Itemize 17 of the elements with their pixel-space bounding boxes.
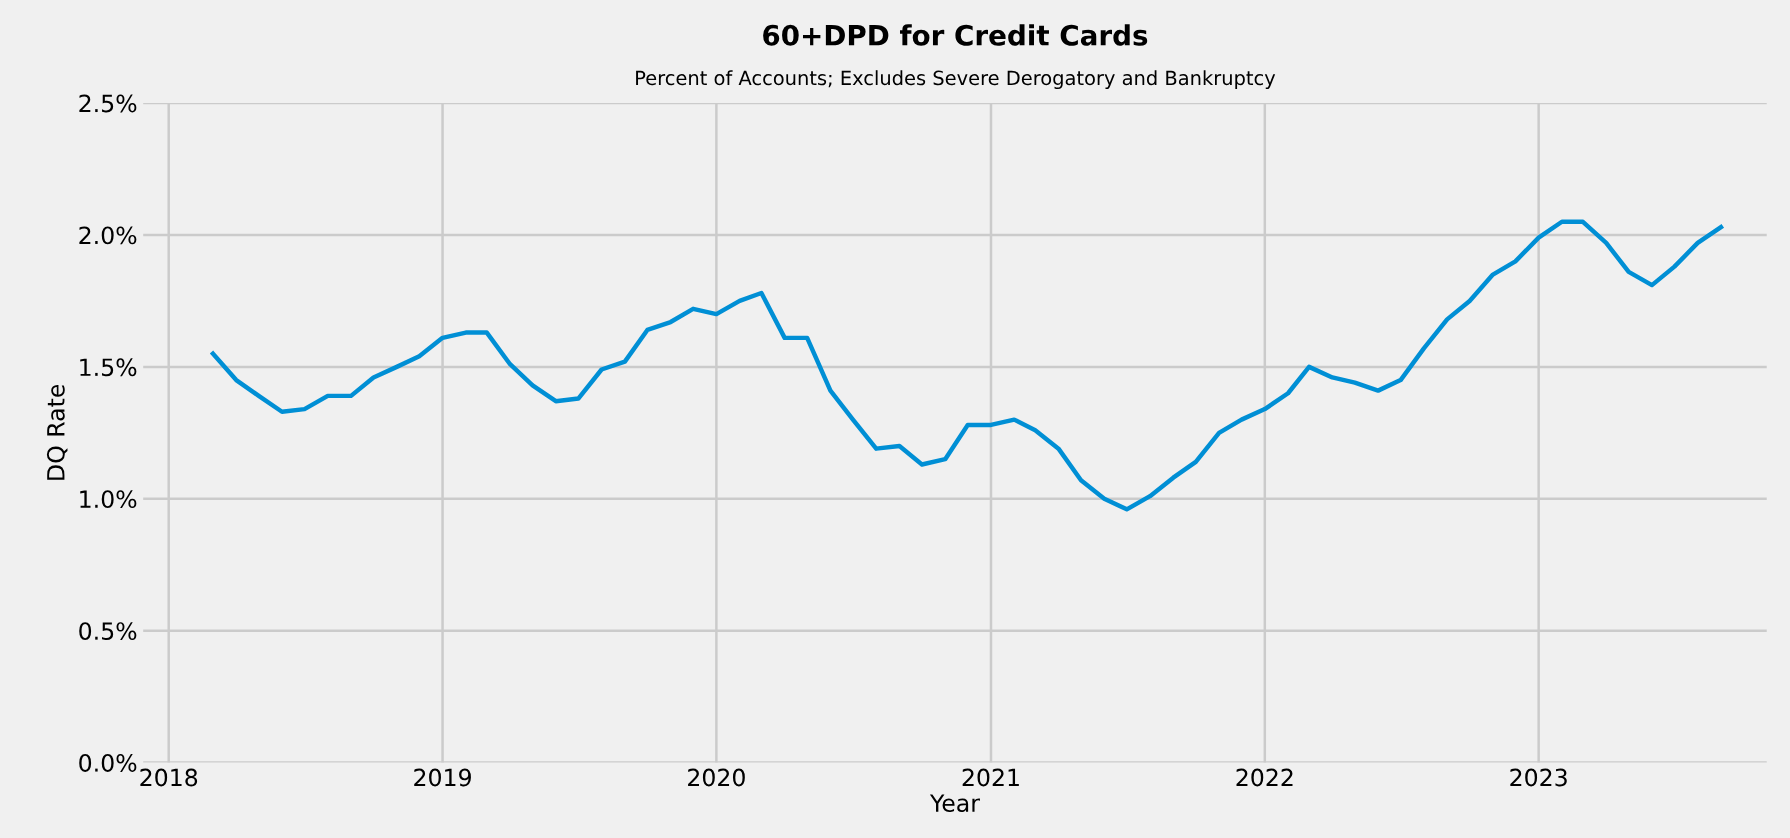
y-tick-label: 0.0% xyxy=(79,754,137,772)
x-axis-title: Year xyxy=(929,794,980,813)
x-tick-label: 2023 xyxy=(1510,768,1567,787)
y-tick-label: 2.5% xyxy=(79,94,137,113)
x-tick-label: 2018 xyxy=(140,768,198,787)
y-tick-label: 1.0% xyxy=(80,490,137,509)
x-tick-label: 2022 xyxy=(1236,768,1293,787)
x-tick-label: 2019 xyxy=(414,768,471,787)
line-series xyxy=(210,219,1724,512)
y-tick-label: 2.0% xyxy=(79,226,137,245)
y-tick-label: 1.5% xyxy=(80,358,137,377)
x-tick-label: 2020 xyxy=(688,768,745,787)
chart-subtitle: Percent of Accounts; Excludes Severe Derogatory and Bankruptcy xyxy=(636,70,1276,90)
y-tick-label: 0.5% xyxy=(79,622,137,640)
chart-title: 60+DPD for Credit Cards xyxy=(763,24,1148,46)
y-axis-title: DQ Rate xyxy=(46,384,68,480)
x-tick-label: 2021 xyxy=(962,768,1019,787)
